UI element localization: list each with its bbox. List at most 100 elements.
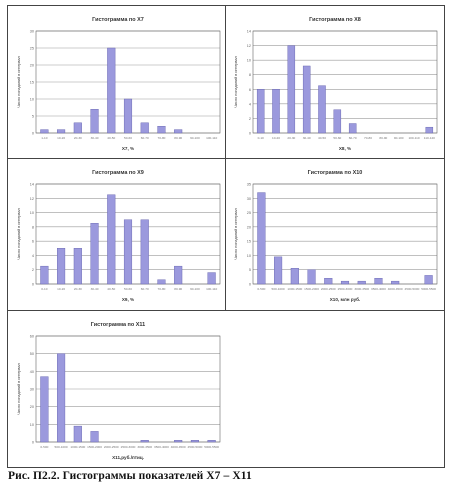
chart-0-bar [107, 47, 116, 134]
chart-0-title: Гистограмма по Х7 [92, 17, 144, 23]
chart-4-bar [57, 353, 66, 443]
chart-3-bar [257, 192, 266, 285]
chart-4-bar [73, 425, 82, 443]
chart-3-ytick-label: 30 [247, 197, 251, 201]
chart-3-bar [357, 280, 366, 285]
chart-2-xtick-label: 0-10 [41, 287, 47, 291]
chart-1-plot-area [252, 30, 438, 134]
chart-3-xtick-label: 4500-5000 [405, 287, 420, 291]
chart-0-bar [73, 122, 82, 134]
chart-0-bar [40, 129, 49, 134]
histogram-x9: Гистограмма по Х9 0 2 4 6 8 10 12 14 0-10 10-20 20-… [12, 162, 224, 306]
chart-3-xtick-label: 5000-5500 [421, 287, 436, 291]
chart-2-xtick-label: 50-60 [124, 287, 132, 291]
chart-0-xtick-label: 60-70 [141, 136, 149, 140]
chart-1-ytick-label: 8 [249, 73, 251, 77]
chart-0-xtick-label: 1-10 [41, 136, 47, 140]
chart-2-bar [207, 272, 216, 285]
chart-3-xlabel: Х10, млн руб. [330, 296, 361, 302]
chart-0-ytick-label: 10 [30, 98, 34, 102]
chart-0-xtick-label: 90-100 [190, 136, 200, 140]
grid-divider-row-2 [7, 310, 445, 311]
grid-divider-row-1 [7, 158, 445, 159]
histogram-x10: Гистограмма по Х10 0 5 10 15 20 25 30 35 0-500 500… [229, 162, 441, 306]
chart-4-bar [140, 440, 149, 443]
chart-1-xtick-label: 70-80 [364, 136, 372, 140]
chart-2-ytick-label: 8 [32, 225, 34, 229]
chart-2-ytick-label: 4 [32, 254, 34, 258]
chart-0-ytick-label: 0 [32, 132, 34, 136]
chart-1-bar [302, 65, 311, 134]
histogram-x8: Гистограмма по Х8 0 2 4 6 8 10 12 14 0-10 10-20 20-… [229, 9, 441, 155]
chart-0-xtick-label: 20-30 [74, 136, 82, 140]
chart-1-bar [287, 45, 296, 134]
chart-2-xlabel: Х9, % [122, 297, 134, 302]
chart-4-plot-area [35, 335, 221, 443]
chart-0-ytick-label: 5 [32, 115, 34, 119]
chart-0-bar [123, 98, 133, 134]
chart-0-ytick-label: 25 [30, 47, 34, 51]
chart-2-ytick-label: 12 [30, 197, 34, 201]
chart-4-title: Гистограмма по Х11 [91, 322, 145, 328]
figure-caption: Рис. П2.2. Гистограммы показателей Х7 – … [8, 470, 252, 482]
chart-4-bar [90, 431, 99, 443]
chart-1-ytick-label: 12 [247, 44, 251, 48]
histogram-x7: Гистограмма по Х7 0 5 10 15 20 25 30 1-10 10-20 20… [12, 9, 224, 155]
chart-4-xtick-label: 0-500 [40, 445, 48, 449]
chart-4-xtick-label: 1000-1500 [70, 445, 85, 449]
chart-1-xtick-label: 10-20 [272, 136, 280, 140]
chart-2-ytick-label: 2 [32, 268, 34, 272]
chart-2-ylabel: Число попаданий в интервал [17, 208, 21, 260]
chart-3-xtick-label: 4000-4500 [388, 287, 403, 291]
chart-2-title: Гистограмма по Х9 [92, 170, 144, 176]
chart-3-ytick-label: 0 [249, 283, 251, 287]
chart-4-ytick-label: 60 [30, 335, 34, 339]
chart-0-ylabel: Число попаданий в интервал [17, 56, 21, 108]
chart-3-xtick-label: 2000-2500 [321, 287, 336, 291]
chart-0-bar [90, 108, 99, 134]
chart-1-bar [318, 85, 326, 134]
chart-1-xtick-label: 100-110 [408, 136, 419, 140]
chart-1-xtick-label: 20-30 [287, 136, 295, 140]
chart-3-ylabel: Число попаданий в интервал [234, 208, 238, 260]
chart-3-bar [374, 278, 383, 285]
chart-0-ytick-label: 20 [30, 64, 34, 68]
chart-1-xlabel: Х8, % [339, 146, 351, 151]
chart-2-bar [174, 265, 183, 285]
chart-3-xtick-label: 2500-3000 [338, 287, 353, 291]
chart-3-xtick-label: 3000-3500 [354, 287, 369, 291]
chart-2-xtick-label: 70-80 [157, 287, 165, 291]
chart-2-ytick-label: 10 [30, 211, 34, 215]
chart-4-ytick-label: 0 [32, 441, 34, 445]
chart-3-bar [274, 256, 283, 285]
chart-4-bar [207, 440, 216, 443]
chart-2-ytick-label: 14 [30, 183, 34, 187]
chart-1-xtick-label: 80-90 [379, 136, 387, 140]
chart-3-ytick-label: 35 [247, 183, 251, 187]
chart-1-ytick-label: 2 [249, 117, 251, 121]
chart-2-xtick-label: 90-100 [190, 287, 200, 291]
chart-1-ytick-label: 0 [249, 132, 251, 136]
chart-3-xtick-label: 1000-1500 [287, 287, 302, 291]
chart-4-xtick-label: 3500-4000 [154, 445, 169, 449]
chart-1-xtick-label: 30-40 [303, 136, 311, 140]
chart-4-bar [190, 440, 199, 443]
chart-4-xtick-label: 1500-2000 [87, 445, 102, 449]
chart-0-bar [174, 129, 183, 134]
chart-4-xtick-label: 3000-3500 [137, 445, 152, 449]
chart-3-ytick-label: 10 [247, 254, 251, 258]
chart-4-ytick-label: 40 [30, 370, 34, 374]
chart-3-xtick-label: 0-500 [257, 287, 265, 291]
chart-2-xtick-label: 30-40 [91, 287, 99, 291]
chart-2-xtick-label: 20-30 [74, 287, 82, 291]
chart-2-ytick-label: 6 [32, 240, 34, 244]
chart-3-bar [307, 269, 316, 285]
chart-3-bar [340, 280, 350, 285]
chart-1-bar [333, 109, 342, 134]
chart-0-xtick-label: 10-20 [57, 136, 65, 140]
histogram-x11: Гистограмма по Х11 0 10 20 30 40 50 60 0-500 500-… [12, 314, 224, 464]
chart-0-xtick-label: 70-80 [157, 136, 165, 140]
chart-2-bar [73, 248, 82, 285]
chart-3-title: Гистограмма по Х10 [308, 170, 363, 176]
chart-4-ylabel: Число попаданий в интервал [17, 363, 21, 415]
